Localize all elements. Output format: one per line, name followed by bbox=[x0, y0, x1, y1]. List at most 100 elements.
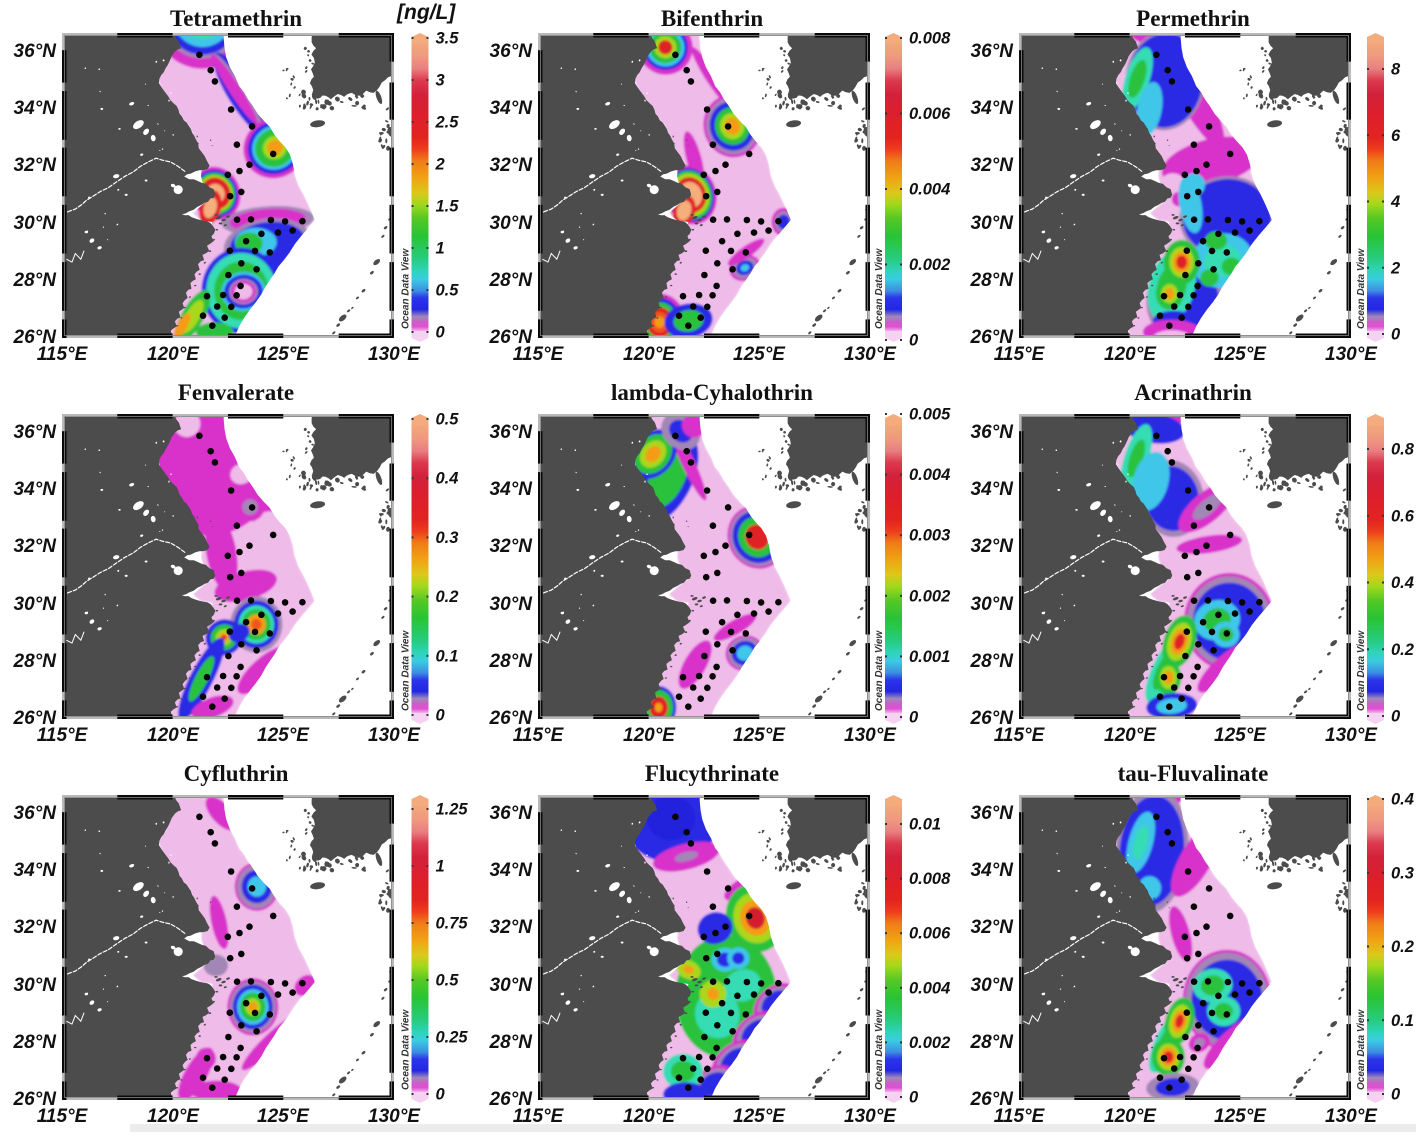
svg-text:130°E: 130°E bbox=[1325, 344, 1378, 365]
svg-text:115°E: 115°E bbox=[513, 1106, 565, 1127]
svg-text:2: 2 bbox=[1390, 259, 1400, 277]
svg-text:0.3: 0.3 bbox=[1391, 864, 1414, 882]
svg-text:0.004: 0.004 bbox=[909, 979, 950, 997]
svg-text:32°N: 32°N bbox=[490, 155, 534, 176]
svg-text:115°E: 115°E bbox=[994, 344, 1046, 365]
svg-text:2: 2 bbox=[435, 156, 445, 174]
svg-text:26°N: 26°N bbox=[970, 1089, 1015, 1110]
svg-text:34°N: 34°N bbox=[971, 98, 1015, 119]
svg-text:0.5: 0.5 bbox=[436, 972, 460, 990]
svg-text:26°N: 26°N bbox=[970, 708, 1015, 729]
svg-text:0.001: 0.001 bbox=[909, 648, 950, 666]
svg-text:0.5: 0.5 bbox=[436, 411, 460, 429]
svg-text:120°E: 120°E bbox=[623, 1106, 676, 1127]
svg-text:125°E: 125°E bbox=[1214, 725, 1267, 746]
svg-text:28°N: 28°N bbox=[970, 651, 1015, 672]
svg-text:0.8: 0.8 bbox=[1391, 441, 1415, 459]
svg-text:120°E: 120°E bbox=[1104, 1106, 1157, 1127]
svg-text:26°N: 26°N bbox=[970, 327, 1015, 348]
svg-text:3: 3 bbox=[436, 72, 445, 90]
svg-text:115°E: 115°E bbox=[994, 1106, 1046, 1127]
svg-text:tau-Fluvalinate: tau-Fluvalinate bbox=[1118, 761, 1269, 786]
svg-text:30°N: 30°N bbox=[14, 975, 58, 996]
svg-text:0.006: 0.006 bbox=[909, 105, 951, 123]
svg-text:4: 4 bbox=[1390, 193, 1400, 211]
svg-text:130°E: 130°E bbox=[844, 344, 897, 365]
svg-text:36°N: 36°N bbox=[490, 422, 534, 443]
svg-text:125°E: 125°E bbox=[257, 344, 310, 365]
svg-text:130°E: 130°E bbox=[368, 1106, 421, 1127]
svg-text:30°N: 30°N bbox=[971, 975, 1015, 996]
svg-text:0.5: 0.5 bbox=[436, 282, 460, 300]
svg-text:32°N: 32°N bbox=[971, 917, 1015, 938]
svg-text:28°N: 28°N bbox=[13, 651, 58, 672]
svg-text:0.4: 0.4 bbox=[1391, 791, 1414, 809]
svg-text:3.5: 3.5 bbox=[436, 30, 460, 48]
svg-text:130°E: 130°E bbox=[844, 725, 897, 746]
svg-text:6: 6 bbox=[1391, 127, 1401, 145]
svg-text:26°N: 26°N bbox=[13, 1089, 58, 1110]
svg-text:34°N: 34°N bbox=[971, 479, 1015, 500]
svg-text:0.2: 0.2 bbox=[1391, 641, 1414, 659]
svg-text:120°E: 120°E bbox=[1104, 344, 1157, 365]
svg-text:34°N: 34°N bbox=[490, 860, 534, 881]
svg-text:0.4: 0.4 bbox=[1391, 574, 1414, 592]
svg-text:26°N: 26°N bbox=[489, 327, 534, 348]
svg-text:0.008: 0.008 bbox=[909, 870, 951, 888]
svg-text:32°N: 32°N bbox=[971, 536, 1015, 557]
svg-text:120°E: 120°E bbox=[147, 725, 200, 746]
svg-text:34°N: 34°N bbox=[14, 479, 58, 500]
svg-text:Ocean Data View: Ocean Data View bbox=[1356, 248, 1367, 329]
svg-text:Ocean Data View: Ocean Data View bbox=[874, 248, 885, 329]
svg-text:0.004: 0.004 bbox=[909, 466, 950, 484]
svg-text:0.003: 0.003 bbox=[909, 527, 950, 545]
svg-text:Ocean Data View: Ocean Data View bbox=[401, 630, 412, 711]
svg-text:Fenvalerate: Fenvalerate bbox=[178, 380, 294, 405]
svg-text:26°N: 26°N bbox=[13, 708, 58, 729]
svg-text:130°E: 130°E bbox=[368, 344, 421, 365]
svg-text:0.2: 0.2 bbox=[436, 588, 459, 606]
svg-text:Ocean Data View: Ocean Data View bbox=[1356, 630, 1367, 711]
svg-text:Tetramethrin: Tetramethrin bbox=[170, 6, 302, 31]
svg-text:28°N: 28°N bbox=[13, 1032, 58, 1053]
svg-text:1.25: 1.25 bbox=[436, 801, 469, 819]
svg-text:36°N: 36°N bbox=[971, 41, 1015, 62]
svg-text:0.6: 0.6 bbox=[1391, 507, 1415, 525]
svg-text:36°N: 36°N bbox=[490, 41, 534, 62]
svg-text:125°E: 125°E bbox=[733, 725, 786, 746]
svg-text:34°N: 34°N bbox=[14, 860, 58, 881]
svg-text:30°N: 30°N bbox=[490, 594, 534, 615]
svg-text:28°N: 28°N bbox=[489, 1032, 534, 1053]
svg-text:0.004: 0.004 bbox=[909, 181, 950, 199]
svg-text:0.3: 0.3 bbox=[436, 529, 459, 547]
svg-text:0.005: 0.005 bbox=[909, 406, 951, 424]
svg-text:0: 0 bbox=[1391, 1086, 1401, 1104]
svg-text:Permethrin: Permethrin bbox=[1136, 6, 1250, 31]
svg-text:28°N: 28°N bbox=[970, 1032, 1015, 1053]
svg-text:36°N: 36°N bbox=[971, 803, 1015, 824]
svg-text:32°N: 32°N bbox=[14, 917, 58, 938]
svg-text:32°N: 32°N bbox=[14, 155, 58, 176]
svg-text:115°E: 115°E bbox=[37, 1106, 89, 1127]
svg-text:0: 0 bbox=[436, 707, 446, 725]
svg-text:30°N: 30°N bbox=[490, 975, 534, 996]
svg-text:Acrinathrin: Acrinathrin bbox=[1134, 380, 1252, 405]
svg-text:120°E: 120°E bbox=[623, 344, 676, 365]
svg-text:0: 0 bbox=[909, 332, 919, 350]
svg-text:2.5: 2.5 bbox=[435, 114, 460, 132]
svg-text:36°N: 36°N bbox=[14, 803, 58, 824]
svg-text:34°N: 34°N bbox=[14, 98, 58, 119]
svg-text:0.002: 0.002 bbox=[909, 1034, 950, 1052]
svg-text:115°E: 115°E bbox=[37, 344, 89, 365]
svg-text:8: 8 bbox=[1391, 61, 1401, 79]
svg-text:Ocean Data View: Ocean Data View bbox=[1356, 1009, 1367, 1090]
svg-text:130°E: 130°E bbox=[1325, 1106, 1378, 1127]
svg-text:Ocean Data View: Ocean Data View bbox=[401, 248, 412, 329]
svg-text:30°N: 30°N bbox=[971, 213, 1015, 234]
svg-text:Bifenthrin: Bifenthrin bbox=[661, 6, 763, 31]
svg-text:28°N: 28°N bbox=[13, 270, 58, 291]
svg-text:28°N: 28°N bbox=[489, 651, 534, 672]
svg-text:1: 1 bbox=[436, 858, 445, 876]
svg-text:1.5: 1.5 bbox=[436, 198, 460, 216]
svg-text:0.4: 0.4 bbox=[436, 470, 459, 488]
